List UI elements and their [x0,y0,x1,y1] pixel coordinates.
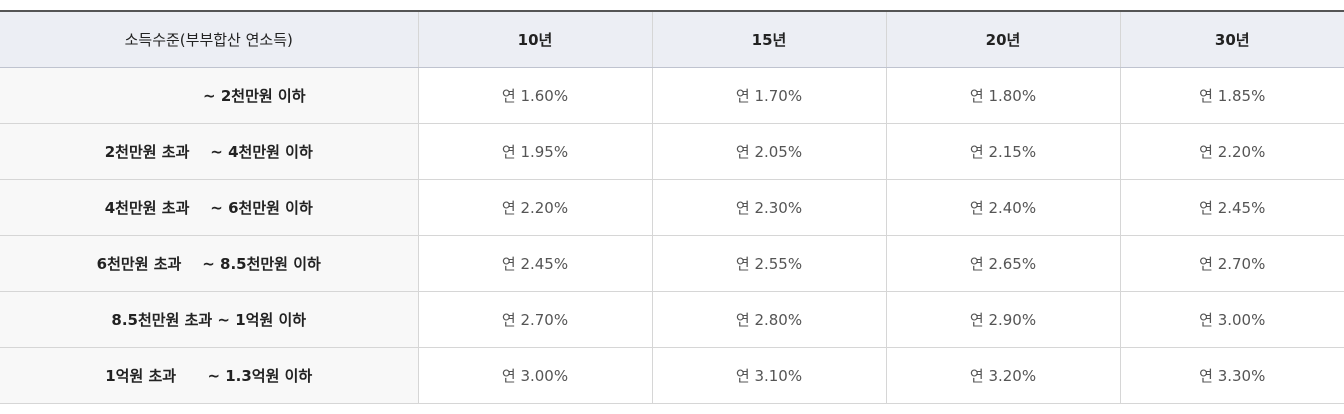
rate-cell: 연 2.15% [885,123,1120,180]
income-label: 4천만원 초과 ~ 6천만원 이하 [0,179,418,236]
table-row: ~ 2천만원 이하 연 1.60% 연 1.70% 연 1.80% 연 1.85% [0,67,1344,124]
table-row: 4천만원 초과 ~ 6천만원 이하 연 2.20% 연 2.30% 연 2.40% 연 … [0,179,1344,236]
income-label: 1억원 초과 ~ 1.3억원 이하 [0,347,418,404]
table-row: 8.5천만원 초과 ~ 1억원 이하 연 2.70% 연 2.80% 연 2.90% 연… [0,291,1344,348]
rate-cell: 연 2.70% [1119,235,1344,292]
rate-cell: 연 3.20% [885,347,1120,404]
income-label: 8.5천만원 초과 ~ 1억원 이하 [0,291,418,348]
header-cell: 30년 [1119,11,1344,68]
rate-cell: 연 2.40% [885,179,1120,236]
rate-cell: 연 2.90% [885,291,1120,348]
rate-cell: 연 2.45% [417,235,652,292]
header-row: 소득수준(부부합산 연소득) 10년 15년 20년 30년 [0,11,1344,68]
income-label: 6천만원 초과 ~ 8.5천만원 이하 [0,235,418,292]
rate-cell: 연 3.10% [651,347,886,404]
rate-cell: 연 2.55% [651,235,886,292]
rate-cell: 연 2.05% [651,123,886,180]
rate-cell: 연 2.20% [417,179,652,236]
rate-cell: 연 2.70% [417,291,652,348]
rate-cell: 연 2.20% [1119,123,1344,180]
income-label: ~ 2천만원 이하 [0,67,418,124]
header-cell: 20년 [885,11,1120,68]
rate-cell: 연 1.95% [417,123,652,180]
header-cell: 15년 [651,11,886,68]
rate-cell: 연 3.00% [1119,291,1344,348]
rate-cell: 연 3.00% [417,347,652,404]
rate-cell: 연 1.60% [417,67,652,124]
header-cell: 소득수준(부부합산 연소득) [0,11,418,68]
rate-table-container: 소득수준(부부합산 연소득) 10년 15년 20년 30년 ~ 2천만원 이하 연 1.… [0,10,1344,404]
rate-cell: 연 2.80% [651,291,886,348]
rate-table: 소득수준(부부합산 연소득) 10년 15년 20년 30년 ~ 2천만원 이하 연 1.… [0,10,1344,404]
rate-cell: 연 2.30% [651,179,886,236]
rate-cell: 연 1.70% [651,67,886,124]
rate-cell: 연 3.30% [1119,347,1344,404]
table-row: 2천만원 초과 ~ 4천만원 이하 연 1.95% 연 2.05% 연 2.15% 연 … [0,123,1344,180]
rate-cell: 연 2.45% [1119,179,1344,236]
rate-cell: 연 1.85% [1119,67,1344,124]
table-body: ~ 2천만원 이하 연 1.60% 연 1.70% 연 1.80% 연 1.85% 2천만… [0,67,1344,404]
table-row: 1억원 초과 ~ 1.3억원 이하 연 3.00% 연 3.10% 연 3.20% 연 … [0,347,1344,404]
header-cell: 10년 [417,11,652,68]
rate-cell: 연 2.65% [885,235,1120,292]
rate-cell: 연 1.80% [885,67,1120,124]
income-label: 2천만원 초과 ~ 4천만원 이하 [0,123,418,180]
table-row: 6천만원 초과 ~ 8.5천만원 이하 연 2.45% 연 2.55% 연 2.65%… [0,235,1344,292]
